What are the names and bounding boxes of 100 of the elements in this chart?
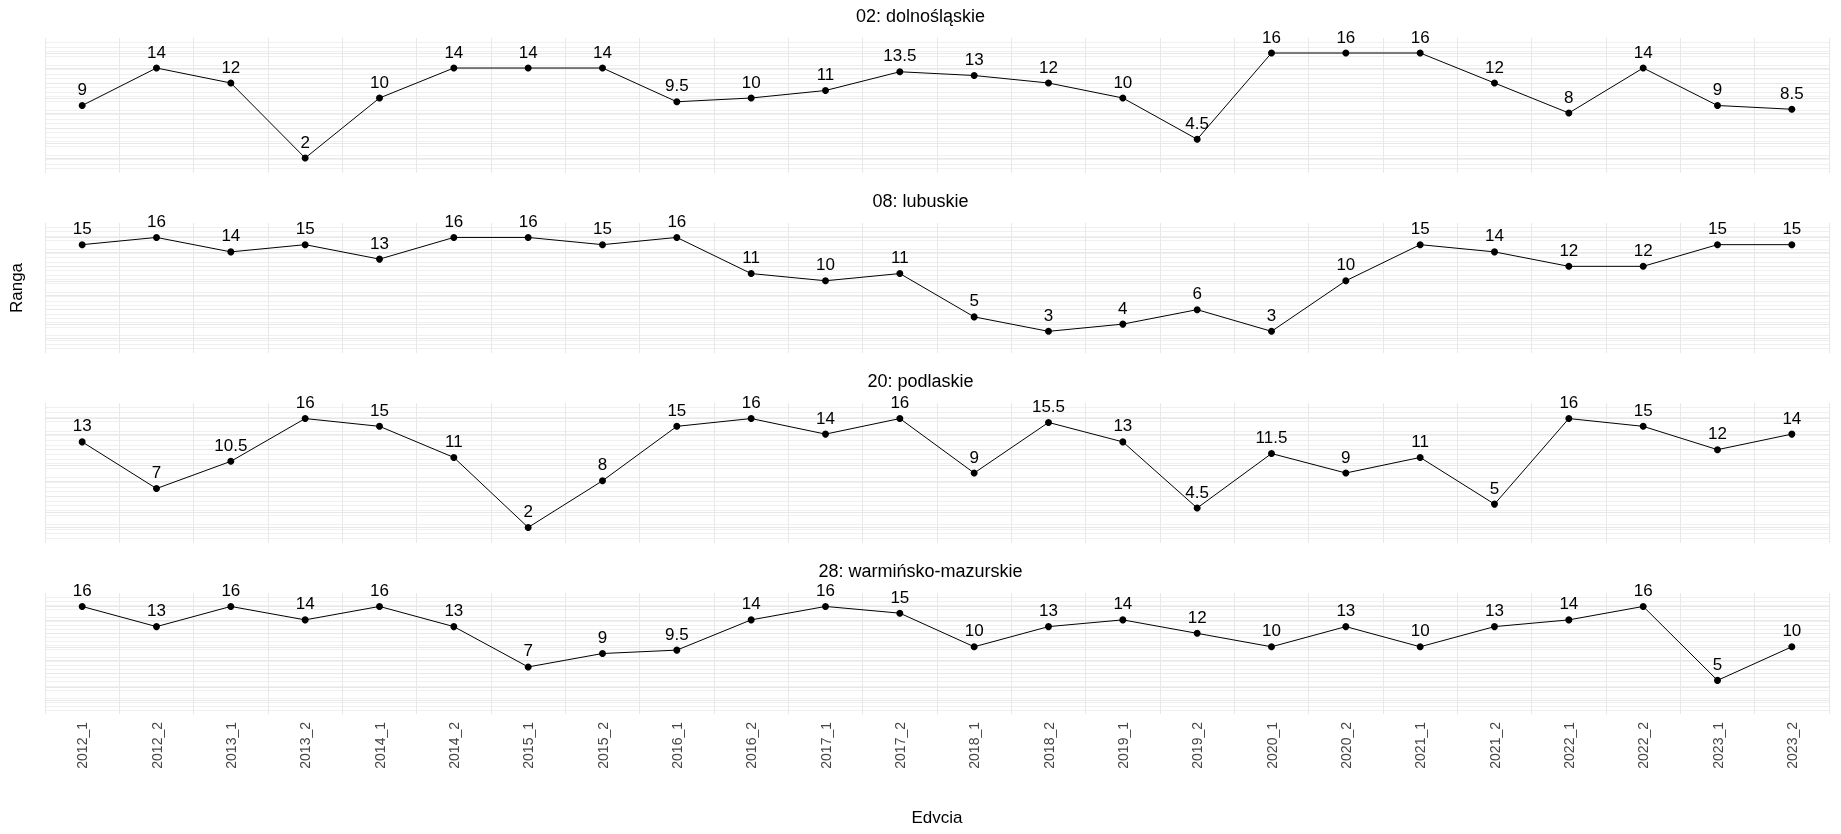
data-label: 10 <box>1782 621 1802 641</box>
point <box>1416 643 1424 651</box>
x-tick-label: 2022_2 <box>1635 721 1652 769</box>
data-label: 14 <box>1485 226 1504 246</box>
data-label: 16 <box>1410 27 1430 47</box>
point <box>1416 453 1424 461</box>
data-label: 5 <box>969 291 979 311</box>
y-axis-title: Ranga <box>7 262 26 314</box>
point <box>78 241 86 249</box>
data-label: 4.5 <box>1185 113 1209 133</box>
data-label: 16 <box>1336 27 1356 47</box>
data-label: 2 <box>523 501 533 521</box>
data-label: 12 <box>1708 424 1727 444</box>
data-label: 15 <box>295 219 315 239</box>
data-label: 16 <box>1262 27 1281 47</box>
point <box>599 477 606 485</box>
x-tick-label: 2015_1 <box>520 721 537 769</box>
data-label: 16 <box>1633 580 1653 600</box>
data-label: 9.5 <box>665 624 689 644</box>
data-label: 11 <box>742 248 760 268</box>
point <box>599 650 606 657</box>
data-label: 2 <box>300 132 310 152</box>
point <box>673 422 681 430</box>
point <box>524 523 532 531</box>
data-label: 10 <box>1410 621 1430 641</box>
point <box>227 457 235 465</box>
point <box>970 72 978 79</box>
data-label: 13 <box>964 50 984 69</box>
point <box>896 270 904 278</box>
point <box>524 663 532 671</box>
point <box>1491 500 1498 508</box>
data-label: 13 <box>1336 601 1356 621</box>
point <box>78 102 86 109</box>
point <box>450 453 458 461</box>
point <box>1416 241 1424 249</box>
point <box>1268 49 1275 57</box>
data-label: 10 <box>1262 621 1281 641</box>
data-label: 5 <box>1489 478 1500 498</box>
data-label: 9 <box>597 628 608 647</box>
point <box>1714 676 1721 684</box>
x-tick-label: 2012_1 <box>74 721 91 769</box>
point <box>970 643 978 651</box>
x-tick-label: 2017_2 <box>891 721 908 769</box>
point <box>1491 79 1498 87</box>
x-tick-label: 2023_2 <box>1783 721 1800 769</box>
data-label: 8 <box>597 455 608 475</box>
data-label: 16 <box>741 393 761 413</box>
data-label: 13 <box>1039 601 1058 621</box>
data-label: 11 <box>1411 431 1429 451</box>
x-tick-label: 2015_2 <box>594 721 611 769</box>
data-label: 9.5 <box>665 76 689 96</box>
data-label: 3 <box>1266 305 1277 325</box>
point <box>1788 430 1796 438</box>
x-tick-label: 2014_2 <box>445 721 462 769</box>
data-label: 14 <box>1559 594 1579 614</box>
point <box>78 438 86 446</box>
data-label: 14 <box>593 42 612 62</box>
x-tick-label: 2020_1 <box>1263 721 1280 769</box>
point <box>78 602 86 610</box>
data-label: 13 <box>147 601 166 621</box>
point <box>1639 422 1647 430</box>
point <box>1268 643 1275 651</box>
x-axis-title: Edvcia <box>911 808 964 827</box>
point <box>376 94 383 102</box>
point <box>227 602 235 610</box>
data-label: 14 <box>1113 594 1133 614</box>
point <box>1788 105 1796 113</box>
point <box>450 623 458 631</box>
point <box>376 602 383 610</box>
data-label: 8.5 <box>1780 83 1804 103</box>
data-label: 12 <box>1559 240 1579 260</box>
point <box>1788 241 1796 249</box>
point <box>227 248 235 256</box>
point <box>1342 623 1350 631</box>
x-tick-label: 2017_1 <box>817 721 834 769</box>
chart-title: 08: lubuskie <box>872 191 969 211</box>
data-label: 16 <box>370 580 389 600</box>
point <box>1565 415 1573 423</box>
point <box>970 313 978 321</box>
point <box>747 270 755 278</box>
data-label: 16 <box>518 211 538 231</box>
point <box>673 98 681 106</box>
data-label: 10 <box>1113 72 1133 92</box>
data-label: 16 <box>72 580 92 600</box>
point <box>153 64 160 72</box>
point <box>1045 327 1052 335</box>
point <box>301 415 309 423</box>
x-tick-label: 2012_2 <box>148 721 165 769</box>
data-label: 14 <box>1782 408 1802 428</box>
data-label: 12 <box>1187 607 1207 627</box>
data-label: 16 <box>667 211 687 231</box>
point <box>450 233 458 241</box>
data-label: 14 <box>295 594 315 614</box>
data-label: 7 <box>523 641 533 661</box>
data-label: 15 <box>667 400 687 420</box>
chart-title: 28: warmińsko-mazurskie <box>818 561 1023 581</box>
point <box>599 64 606 72</box>
point <box>822 277 829 285</box>
data-label: 9 <box>969 447 979 467</box>
data-label: 10 <box>964 621 984 641</box>
